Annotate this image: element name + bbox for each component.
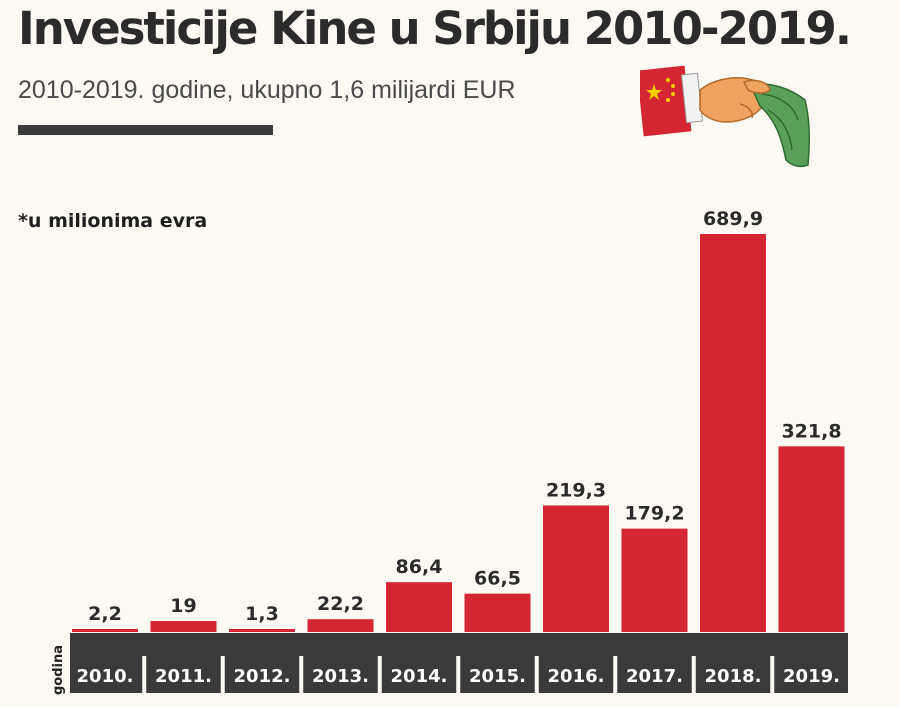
bar-2011 xyxy=(150,621,217,632)
x-tick-label: 2016. xyxy=(548,666,605,687)
value-label: 1,3 xyxy=(245,603,279,625)
value-label: 321,8 xyxy=(781,420,841,442)
x-tick-label: 2011. xyxy=(155,666,212,687)
bar-2017 xyxy=(621,528,688,632)
x-tick-label: 2014. xyxy=(391,666,448,687)
x-tick-label: 2015. xyxy=(469,666,526,687)
bar-2010 xyxy=(72,629,138,632)
bar-2012 xyxy=(229,629,295,632)
bar-2018 xyxy=(700,234,766,632)
x-tick-label: 2012. xyxy=(234,666,291,687)
x-tick-label: 2018. xyxy=(705,666,762,687)
value-label: 22,2 xyxy=(317,593,364,615)
value-label: 219,3 xyxy=(546,479,606,501)
value-label: 86,4 xyxy=(396,556,443,578)
value-label: 19 xyxy=(170,595,196,617)
chart-subtitle: 2010-2019. godine, ukupno 1,6 milijardi … xyxy=(18,76,516,104)
units-note: *u milionima evra xyxy=(18,210,208,232)
bars-group: 2,2 19 1,3 22,2 86,4 66,5 219,3 179,2 689,9 321,8 xyxy=(72,208,845,632)
bar-2019 xyxy=(778,446,845,632)
value-label: 66,5 xyxy=(474,568,521,590)
bar-2013 xyxy=(307,619,374,632)
value-label: 2,2 xyxy=(88,603,122,625)
x-tick-label: 2019. xyxy=(783,666,840,687)
x-tick-label: 2010. xyxy=(77,666,134,687)
bar-2015 xyxy=(464,593,531,632)
china-flag-hand-money-icon xyxy=(640,65,810,168)
x-axis-title: godina xyxy=(51,645,66,695)
x-axis-band: 2010. 2011. 2012. 2013. 2014. 2015. 2016. 2017.… xyxy=(70,633,848,693)
x-tick-label: 2013. xyxy=(312,666,369,687)
value-label: 689,9 xyxy=(703,208,763,230)
chart-title: Investicije Kine u Srbiju 2010-2019. xyxy=(18,2,852,55)
x-tick-label: 2017. xyxy=(626,666,683,687)
title-underline-rule xyxy=(18,125,273,135)
value-label: 179,2 xyxy=(624,503,684,525)
bar-2016 xyxy=(543,505,609,632)
bar-2014 xyxy=(386,582,452,632)
